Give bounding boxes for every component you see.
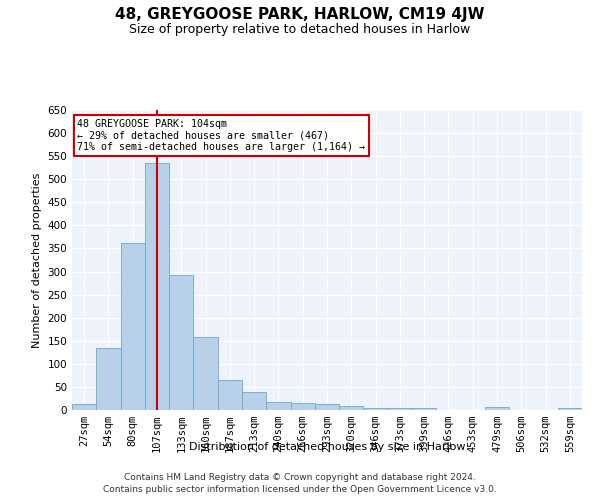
Bar [388, 408, 412, 410]
Bar [315, 404, 339, 410]
Text: Contains public sector information licensed under the Open Government Licence v3: Contains public sector information licen… [103, 485, 497, 494]
Bar [72, 404, 96, 410]
Text: Contains HM Land Registry data © Crown copyright and database right 2024.: Contains HM Land Registry data © Crown c… [124, 472, 476, 482]
Bar [169, 275, 193, 410]
Bar [290, 402, 315, 410]
Bar [218, 380, 242, 410]
Bar [96, 348, 121, 410]
Bar [242, 392, 266, 410]
Y-axis label: Number of detached properties: Number of detached properties [32, 172, 42, 348]
Bar [121, 243, 145, 410]
Bar [339, 406, 364, 410]
Text: 48, GREYGOOSE PARK, HARLOW, CM19 4JW: 48, GREYGOOSE PARK, HARLOW, CM19 4JW [115, 8, 485, 22]
Bar [266, 402, 290, 410]
Text: 48 GREYGOOSE PARK: 104sqm
← 29% of detached houses are smaller (467)
71% of semi: 48 GREYGOOSE PARK: 104sqm ← 29% of detac… [77, 119, 365, 152]
Bar [558, 408, 582, 410]
Bar [145, 162, 169, 410]
Bar [364, 408, 388, 410]
Text: Distribution of detached houses by size in Harlow: Distribution of detached houses by size … [189, 442, 465, 452]
Bar [412, 408, 436, 410]
Bar [485, 407, 509, 410]
Bar [193, 337, 218, 410]
Text: Size of property relative to detached houses in Harlow: Size of property relative to detached ho… [130, 22, 470, 36]
